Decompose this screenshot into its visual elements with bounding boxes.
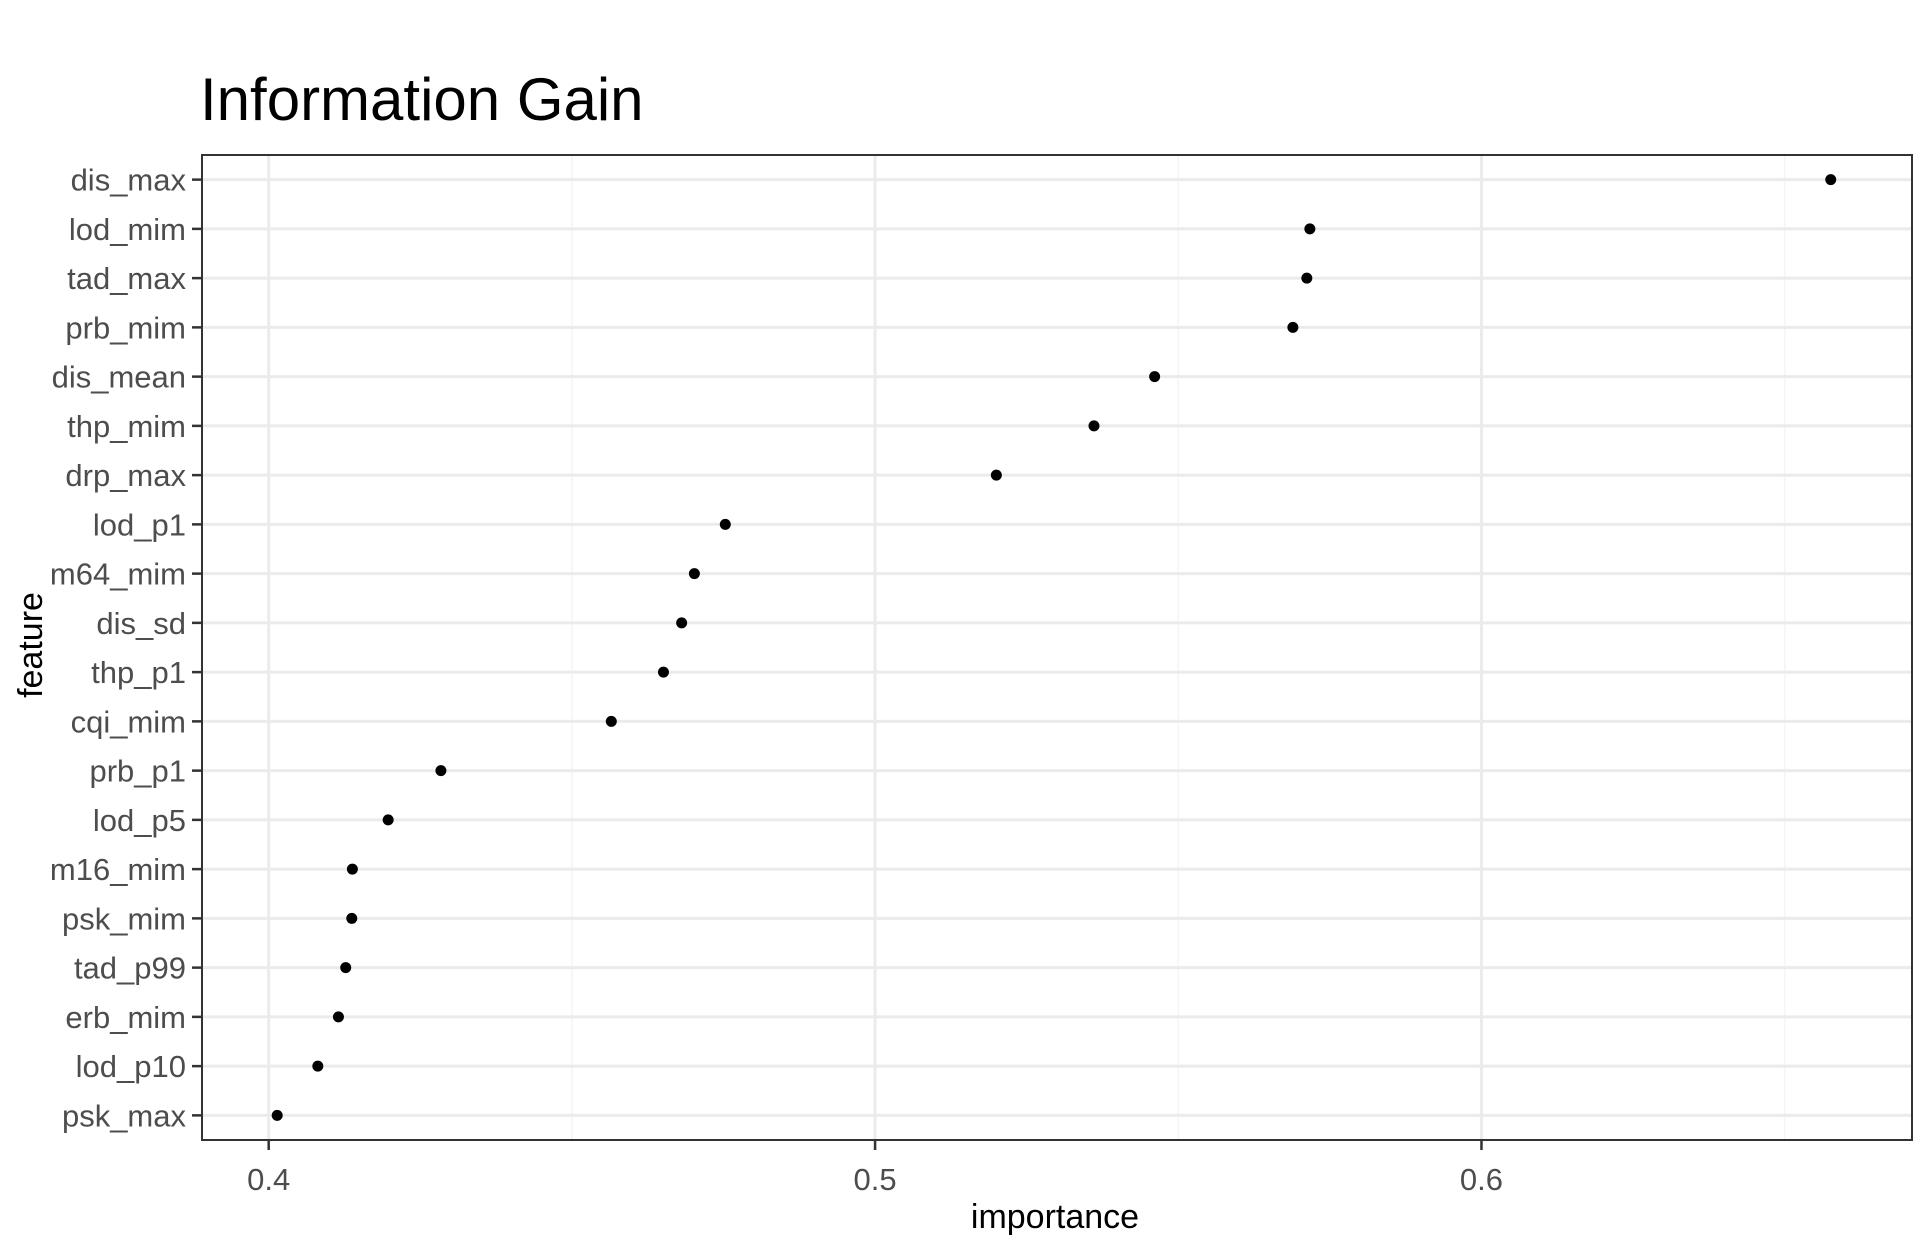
y-tick-label-dis_sd: dis_sd <box>96 606 186 641</box>
data-points <box>271 174 1837 1121</box>
major-gridlines <box>202 155 1912 1140</box>
y-axis: dis_max lod_mim tad_max prb_mim dis_mean thp_… <box>50 163 202 1133</box>
x-axis-title: importance <box>971 1198 1139 1236</box>
point-prb_mim <box>1287 321 1299 333</box>
point-tad_p99 <box>340 962 352 974</box>
x-tick-label-0: 0.4 <box>247 1162 290 1197</box>
y-tick-label-cqi_mim: cqi_mim <box>71 704 186 739</box>
point-dis_sd <box>676 617 688 629</box>
point-lod_p1 <box>719 518 731 530</box>
y-tick-label-tad_max: tad_max <box>67 261 186 296</box>
point-lod_p5 <box>382 814 394 826</box>
x-tick-label-2: 0.6 <box>1460 1162 1503 1197</box>
point-lod_mim <box>1304 223 1316 235</box>
point-psk_max <box>271 1109 283 1121</box>
x-axis: 0.4 0.5 0.6 <box>247 1140 1503 1197</box>
y-tick-label-prb_mim: prb_mim <box>65 310 186 345</box>
y-tick-label-m16_mim: m16_mim <box>50 852 186 887</box>
y-axis-title: feature <box>12 592 50 698</box>
point-dis_max <box>1825 174 1837 186</box>
y-tick-label-drp_max: drp_max <box>65 458 186 493</box>
point-lod_p10 <box>312 1060 324 1072</box>
y-tick-label-dis_mean: dis_mean <box>52 360 186 395</box>
chart-title: Information Gain <box>200 66 644 133</box>
point-thp_mim <box>1088 420 1100 432</box>
y-tick-label-erb_mim: erb_mim <box>65 1000 186 1035</box>
y-tick-label-dis_max: dis_max <box>71 163 187 198</box>
y-tick-label-m64_mim: m64_mim <box>50 557 186 592</box>
y-tick-label-prb_p1: prb_p1 <box>89 754 186 789</box>
y-tick-label-thp_p1: thp_p1 <box>91 655 186 690</box>
point-tad_max <box>1301 272 1313 284</box>
y-tick-label-lod_p1: lod_p1 <box>93 507 186 542</box>
point-psk_mim <box>346 912 358 924</box>
point-m16_mim <box>346 863 358 875</box>
point-cqi_mim <box>605 715 617 727</box>
point-erb_mim <box>332 1011 344 1023</box>
point-thp_p1 <box>657 666 669 678</box>
y-tick-label-psk_mim: psk_mim <box>62 901 186 936</box>
x-tick-label-1: 0.5 <box>854 1162 897 1197</box>
y-tick-label-lod_mim: lod_mim <box>69 212 186 247</box>
point-m64_mim <box>688 568 700 580</box>
y-tick-label-lod_p10: lod_p10 <box>76 1049 186 1084</box>
y-tick-label-thp_mim: thp_mim <box>67 409 186 444</box>
y-tick-label-tad_p99: tad_p99 <box>74 951 186 986</box>
plot-panel <box>201 154 1913 1141</box>
y-tick-label-psk_max: psk_max <box>62 1098 187 1133</box>
y-tick-label-lod_p5: lod_p5 <box>93 803 186 838</box>
point-prb_p1 <box>435 765 447 777</box>
minor-gridlines <box>571 155 1786 1140</box>
point-drp_max <box>990 469 1002 481</box>
point-dis_mean <box>1149 371 1161 383</box>
